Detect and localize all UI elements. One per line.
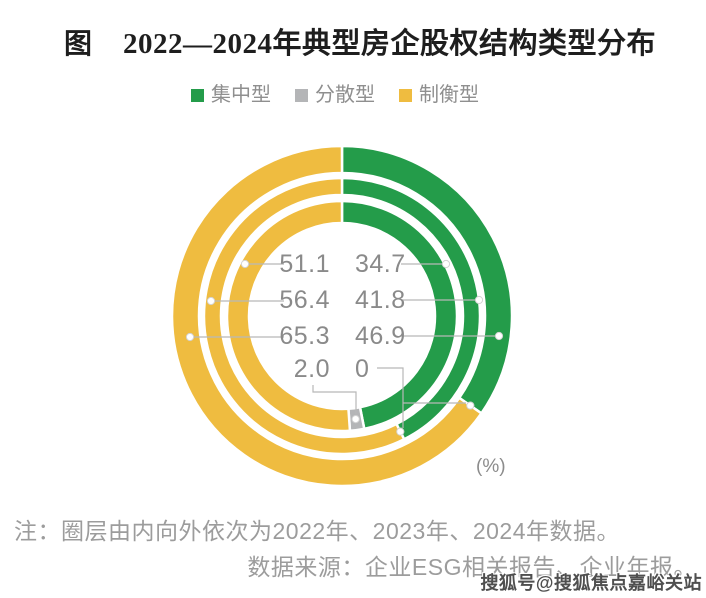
- legend-label: 集中型: [211, 84, 271, 106]
- legend-swatch: [399, 88, 412, 102]
- note-ring-order: 注：圈层由内向外依次为2022年、2023年、2024年数据。: [14, 518, 620, 544]
- leader-lines: [185, 259, 504, 436]
- legend: 集中型 分散型 制衡型: [0, 85, 706, 105]
- value-balanced-2022: 51.1: [279, 250, 330, 278]
- chart-title: 图 2022—2024年典型房企股权结构类型分布: [64, 20, 656, 62]
- note-data-source: 数据来源：企业ESG相关报告、企业年报。: [247, 554, 697, 580]
- value-balanced-2023: 56.4: [279, 286, 330, 314]
- unit-label: (%): [476, 456, 506, 477]
- legend-item-集中型: 集中型: [191, 85, 271, 105]
- value-concentrated-2022: 34.7: [355, 250, 406, 278]
- legend-swatch: [295, 88, 308, 102]
- legend-label: 分散型: [315, 84, 375, 106]
- ring-2024-segment-制衡型: [170, 144, 484, 488]
- title-prefix: 图: [64, 29, 94, 60]
- legend-item-分散型: 分散型: [295, 85, 375, 105]
- legend-swatch: [191, 88, 204, 102]
- legend-label: 制衡型: [419, 84, 479, 106]
- ring-2022-segment-制衡型: [225, 199, 352, 433]
- title-text: 2022—2024年典型房企股权结构类型分布: [123, 28, 657, 60]
- ring-2023-segment-制衡型: [202, 176, 406, 456]
- watermark: 搜狐号@搜狐焦点嘉峪关站: [480, 573, 702, 593]
- value-concentrated-2023: 41.8: [355, 286, 406, 314]
- legend-item-制衡型: 制衡型: [399, 85, 479, 105]
- value-balanced-2024: 65.3: [279, 322, 330, 350]
- value-dispersed-nonzero: 2.0: [293, 355, 330, 383]
- value-concentrated-2024: 46.9: [355, 322, 406, 350]
- value-dispersed-zero: 0: [355, 355, 370, 383]
